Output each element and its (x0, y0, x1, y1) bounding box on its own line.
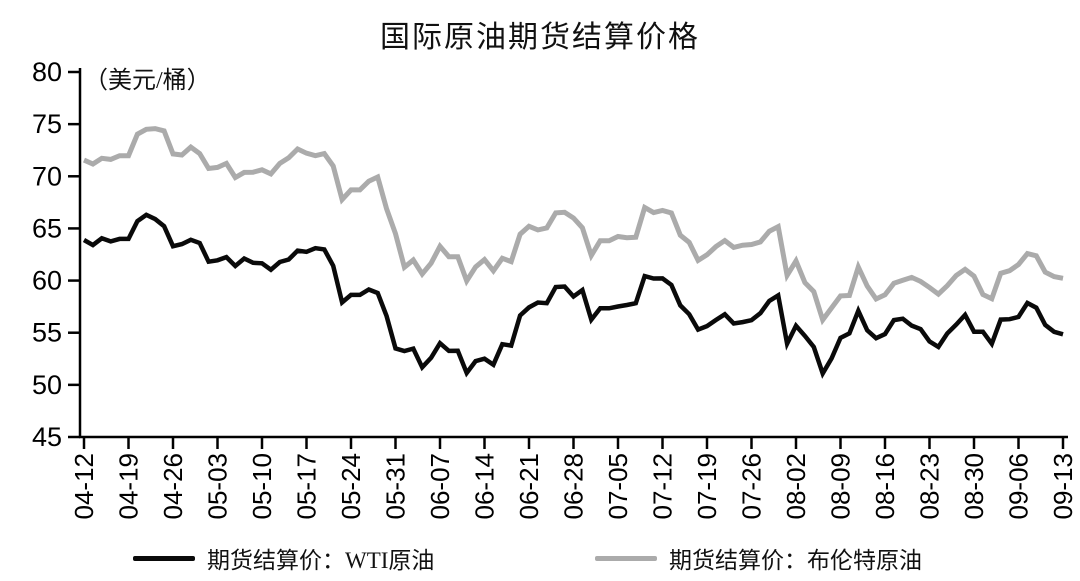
x-tick-label: 06-21 (514, 453, 544, 520)
x-tick-label: 07-12 (648, 453, 678, 520)
x-tick-label: 08-02 (781, 453, 811, 520)
x-tick-label: 06-07 (425, 453, 455, 520)
x-tick-label: 04-26 (158, 453, 188, 520)
y-tick-label: 45 (32, 422, 62, 452)
x-tick-label: 06-14 (470, 453, 500, 520)
x-tick-label: 07-05 (603, 453, 633, 520)
x-tick-label: 07-19 (692, 453, 722, 520)
x-tick-label: 08-23 (915, 453, 945, 520)
wti-line (82, 212, 1064, 379)
x-tick-label: 08-30 (959, 453, 989, 520)
y-tick-label: 60 (32, 266, 62, 296)
x-tick-label: 08-16 (870, 453, 900, 520)
x-tick-label: 06-28 (559, 453, 589, 520)
x-tick-label: 07-26 (737, 453, 767, 520)
x-tick-label: 05-31 (381, 453, 411, 520)
x-tick-label: 04-19 (114, 453, 144, 520)
legend-item-wti: 期货结算价：WTI原油 (133, 541, 434, 575)
x-tick-label: 05-10 (247, 453, 277, 520)
legend-item-brent: 期货结算价：布伦特原油 (595, 541, 922, 575)
y-tick-label: 70 (32, 161, 62, 191)
brent-line (82, 126, 1064, 326)
y-tick-label: 65 (32, 213, 62, 243)
legend-label-wti: 期货结算价：WTI原油 (207, 548, 435, 573)
y-tick-label: 50 (32, 370, 62, 400)
y-tick-label: 55 (32, 318, 62, 348)
y-axis-unit-label: （美元/桶） (84, 68, 211, 94)
x-tick-label: 08-09 (826, 453, 856, 520)
x-tick-label: 04-12 (69, 453, 99, 520)
y-tick-label: 75 (32, 109, 62, 139)
x-tick-label: 05-24 (336, 453, 366, 520)
x-tick-label: 09-06 (1004, 453, 1034, 520)
x-tick-label: 09-13 (1048, 453, 1078, 520)
x-tick-label: 05-17 (292, 453, 322, 520)
brent-line-swatch (595, 555, 657, 561)
x-tick-label: 05-03 (203, 453, 233, 520)
wti-line-swatch (133, 555, 195, 561)
y-tick-label: 80 (32, 57, 62, 87)
chart-title: 国际原油期货结算价格 (380, 21, 700, 54)
legend-label-brent: 期货结算价：布伦特原油 (669, 548, 922, 573)
